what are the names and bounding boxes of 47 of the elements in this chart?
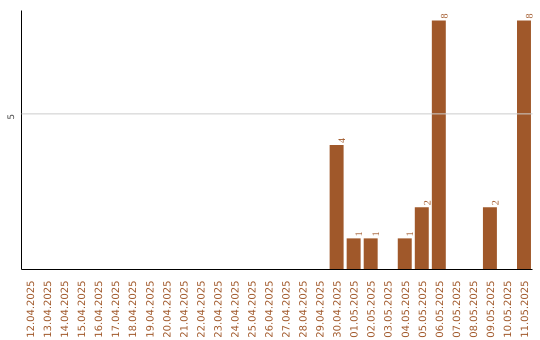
x-tick-label: 01.05.2025 bbox=[350, 280, 361, 338]
data-label: 1 bbox=[405, 231, 416, 236]
x-tick-label: 23.04.2025 bbox=[213, 280, 224, 338]
data-label: 4 bbox=[337, 138, 348, 143]
x-tick-label: 25.04.2025 bbox=[247, 280, 258, 338]
x-tick-label: 11.05.2025 bbox=[520, 280, 531, 338]
x-tick-label: 20.04.2025 bbox=[162, 280, 174, 338]
data-label: 2 bbox=[490, 200, 502, 206]
x-tick-label: 19.04.2025 bbox=[145, 280, 156, 338]
x-tick-label: 04.05.2025 bbox=[400, 280, 412, 338]
bar bbox=[482, 207, 497, 270]
data-label: 1 bbox=[371, 231, 382, 236]
x-tick-label: 16.04.2025 bbox=[94, 280, 106, 338]
x-tick-label: 03.05.2025 bbox=[384, 280, 395, 338]
data-label: 1 bbox=[354, 231, 366, 236]
x-tick-label: 28.04.2025 bbox=[298, 280, 310, 338]
x-tick-label: 26.04.2025 bbox=[264, 280, 276, 338]
x-tick-label: 17.04.2025 bbox=[111, 280, 122, 338]
x-tick-label: 12.04.2025 bbox=[26, 280, 38, 338]
x-tick-label: 08.05.2025 bbox=[468, 280, 480, 338]
bar bbox=[398, 238, 412, 270]
x-tick-label: 02.05.2025 bbox=[366, 280, 378, 338]
bar bbox=[517, 20, 531, 270]
bar bbox=[346, 238, 361, 270]
bar bbox=[432, 20, 446, 270]
x-tick-label: 27.04.2025 bbox=[282, 280, 293, 338]
x-tick-label: 15.04.2025 bbox=[77, 280, 88, 338]
x-tick-label: 22.04.2025 bbox=[196, 280, 208, 338]
x-tick-label: 30.04.2025 bbox=[332, 280, 344, 338]
data-label: 2 bbox=[422, 200, 434, 206]
data-label: 8 bbox=[439, 13, 450, 18]
x-tick-label: 18.04.2025 bbox=[128, 280, 140, 338]
data-label: 8 bbox=[524, 13, 536, 18]
x-tick-label: 24.04.2025 bbox=[230, 280, 242, 338]
bar bbox=[330, 144, 344, 270]
ref-line-label: 5 bbox=[7, 114, 17, 120]
x-tick-label: 07.05.2025 bbox=[452, 280, 463, 338]
x-tick-label: 14.04.2025 bbox=[60, 280, 72, 338]
x-tick-label: 13.04.2025 bbox=[43, 280, 54, 338]
x-tick-label: 10.05.2025 bbox=[502, 280, 514, 338]
x-tick-label: 21.04.2025 bbox=[179, 280, 190, 338]
x-tick-label: 09.05.2025 bbox=[486, 280, 497, 338]
x-tick-label: 06.05.2025 bbox=[434, 280, 446, 338]
bar bbox=[414, 207, 429, 270]
bar bbox=[364, 238, 378, 270]
x-tick-label: 29.04.2025 bbox=[316, 280, 327, 338]
x-tick-label: 05.05.2025 bbox=[418, 280, 429, 338]
